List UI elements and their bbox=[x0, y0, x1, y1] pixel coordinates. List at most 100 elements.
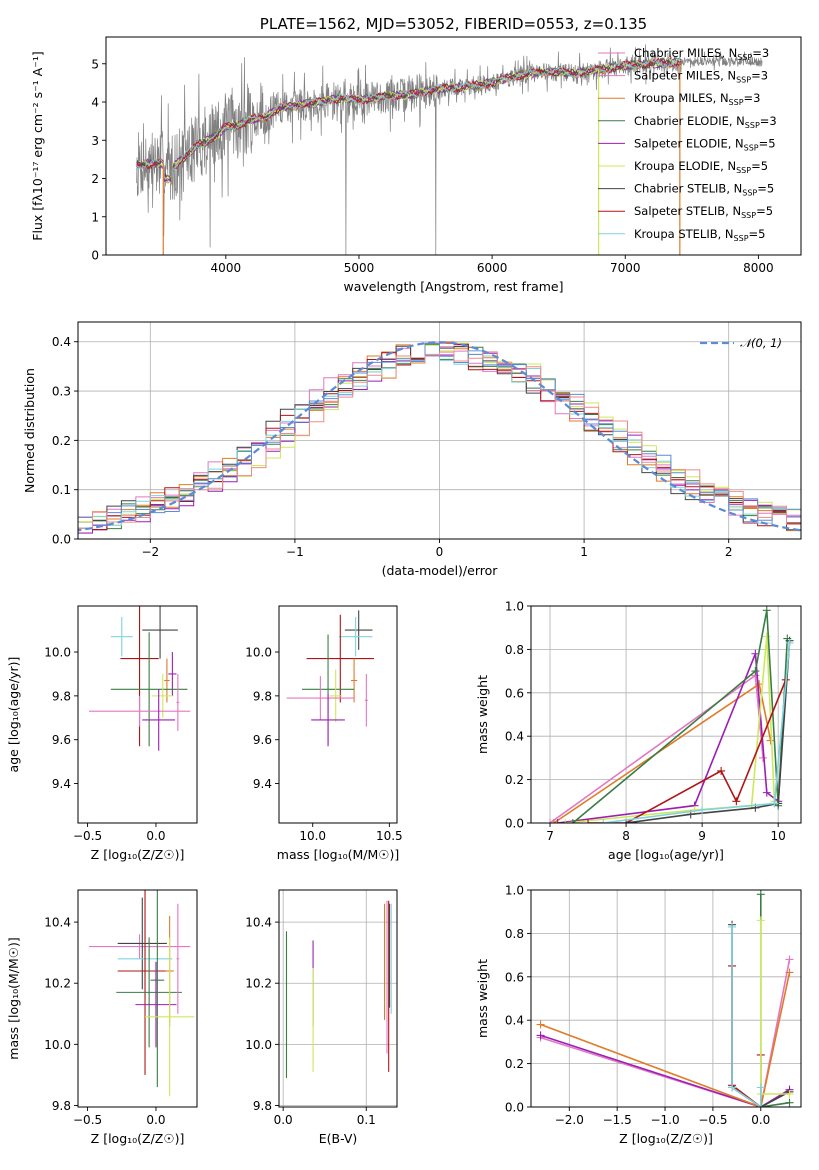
x-tick-label: 10 bbox=[771, 829, 786, 843]
axes-border bbox=[77, 605, 198, 824]
y-tick-label: 0.4 bbox=[505, 730, 524, 744]
x-axis-label: Z [log₁₀(Z/Z☉)] bbox=[619, 1131, 713, 1146]
x-tick-label: 0.1 bbox=[357, 1113, 376, 1127]
legend-text: Kroupa ELODIE, N bbox=[634, 159, 736, 173]
x-tick-label: 7000 bbox=[610, 261, 641, 275]
x-tick-label: 8000 bbox=[743, 261, 774, 275]
x-tick-label: 4000 bbox=[211, 261, 242, 275]
y-tick-label: 0.1 bbox=[52, 483, 71, 497]
model-spectrum-line bbox=[136, 57, 682, 179]
x-tick-label: 0.0 bbox=[146, 1113, 165, 1127]
x-tick-label: 7 bbox=[546, 829, 554, 843]
weight-line bbox=[588, 679, 787, 823]
data-point bbox=[286, 676, 355, 720]
y-tick-label: 10.0 bbox=[245, 646, 272, 660]
x-axis-label: E(B-V) bbox=[319, 1131, 358, 1146]
marks bbox=[88, 890, 195, 1097]
axes-frame: 7 8 9 10 0.0 0.2 0.4 0.6 0.8 1.0 age [log₁₀(age/yr… bbox=[475, 600, 802, 862]
weight-line bbox=[540, 972, 791, 1107]
model-spectrum-line bbox=[136, 57, 682, 182]
weight-marker bbox=[728, 1083, 737, 1092]
weight-marker bbox=[728, 922, 737, 931]
weight-line bbox=[760, 920, 790, 1095]
data-point bbox=[142, 689, 176, 751]
legend-sub: SSP bbox=[745, 121, 760, 130]
legend-entry: Chabrier MILES, NSSP=3 bbox=[634, 46, 769, 62]
legend-text: Kroupa MILES, N bbox=[634, 91, 729, 105]
y-axis-label: mass weight bbox=[475, 959, 490, 1038]
axes-border bbox=[530, 605, 802, 824]
legend-tail: =5 bbox=[756, 204, 773, 218]
weight-line bbox=[731, 926, 762, 1107]
weight-line bbox=[549, 673, 764, 823]
x-tick-label: −2 bbox=[141, 545, 159, 559]
y-tick-label: 0.0 bbox=[505, 817, 524, 831]
plot-area bbox=[286, 610, 375, 747]
data-point bbox=[117, 897, 167, 990]
plot-area bbox=[88, 606, 191, 751]
legend-tail: =3 bbox=[744, 91, 761, 105]
gaussian-curve bbox=[78, 341, 801, 532]
data-point bbox=[117, 890, 173, 1075]
legend-entry: Salpeter MILES, NSSP=3 bbox=[634, 69, 768, 85]
axes-frame: 4000 5000 6000 7000 8000 0 1 2 3 4 5 wavelength [An… bbox=[30, 15, 802, 294]
residual-histogram bbox=[78, 343, 801, 534]
y-tick-label: 0.6 bbox=[505, 970, 524, 984]
y-tick-label: 0.0 bbox=[52, 533, 71, 547]
x-tick-label: 1 bbox=[580, 545, 588, 559]
weight-marker bbox=[762, 632, 771, 641]
weight-marker bbox=[549, 819, 558, 823]
data-point bbox=[176, 903, 180, 1014]
legend-entry: Chabrier STELIB, NSSP=5 bbox=[634, 182, 774, 198]
x-axis-label: mass [log₁₀(M/M☉)] bbox=[277, 847, 399, 862]
plot-area bbox=[531, 889, 801, 1108]
data-point bbox=[176, 673, 180, 731]
legend-entry: Kroupa MILES, NSSP=3 bbox=[634, 91, 760, 107]
chart-mass-vs-EBV: 0.0 0.1 9.8 10.0 10.2 10.4 E(B-V) bbox=[245, 889, 398, 1146]
legend-sub: SSP bbox=[734, 234, 749, 243]
y-tick-label: 9.4 bbox=[253, 777, 272, 791]
weight-marker bbox=[698, 805, 707, 814]
plot-area bbox=[78, 322, 801, 540]
y-tick-label: 3 bbox=[91, 134, 99, 148]
y-axis-label: mass weight bbox=[475, 675, 490, 754]
data-point bbox=[344, 610, 373, 650]
y-tick-label: 0.8 bbox=[505, 927, 524, 941]
legend-tail: =5 bbox=[759, 136, 776, 150]
x-axis-label: age [log₁₀(age/yr)] bbox=[608, 847, 724, 862]
data-point bbox=[145, 937, 195, 1097]
data-point bbox=[110, 632, 188, 747]
weight-marker bbox=[756, 916, 765, 925]
chart-age-vs-Z: −0.5 0.0 9.4 9.6 9.8 10.0 Z [log₁₀(Z/Z☉)] age [… bbox=[6, 605, 198, 862]
weight-marker bbox=[536, 1020, 545, 1029]
x-tick-label: 10.0 bbox=[299, 829, 326, 843]
x-tick-label: 0 bbox=[436, 545, 444, 559]
legend: 𝒩(0, 1) bbox=[700, 336, 782, 350]
weight-marker bbox=[717, 766, 726, 775]
data-point bbox=[116, 937, 182, 1048]
y-tick-label: 0 bbox=[91, 249, 99, 263]
x-tick-label: −1.5 bbox=[603, 1113, 632, 1127]
weight-marker bbox=[751, 667, 760, 676]
residual-histogram bbox=[78, 351, 801, 530]
y-tick-label: 2 bbox=[91, 172, 99, 186]
x-tick-label: 0.0 bbox=[274, 1113, 293, 1127]
weight-series bbox=[728, 922, 765, 1107]
chart-weight-vs-Z: −2.0 −1.5 −1.0 −0.5 0.0 0.0 0.2 0.4 0.6 0.8 1.0 Z [… bbox=[475, 884, 802, 1146]
y-tick-label: 10.2 bbox=[245, 977, 272, 991]
axes-border bbox=[77, 889, 198, 1108]
x-axis-label: Z [log₁₀(Z/Z☉)] bbox=[91, 1131, 185, 1146]
data-point bbox=[164, 658, 170, 703]
legend-sub: SSP bbox=[737, 53, 752, 62]
chart-mass-vs-Z: −0.5 0.0 9.8 10.0 10.2 10.4 Z [log₁₀(Z/Z☉)] mas… bbox=[6, 889, 198, 1146]
legend-text: Chabrier MILES, N bbox=[634, 46, 737, 60]
y-axis-label: Normed distribution bbox=[22, 368, 37, 493]
axes-frame: −2.0 −1.5 −1.0 −0.5 0.0 0.0 0.2 0.4 0.6 0.8 1.0 Z [… bbox=[475, 884, 802, 1146]
weight-series bbox=[756, 916, 794, 1098]
weight-series bbox=[561, 632, 779, 823]
marks bbox=[136, 44, 763, 255]
legend-text: Salpeter STELIB, N bbox=[634, 204, 741, 218]
x-axis-label: Z [log₁₀(Z/Z☉)] bbox=[91, 847, 185, 862]
legend-entry: Kroupa STELIB, NSSP=5 bbox=[634, 227, 765, 243]
